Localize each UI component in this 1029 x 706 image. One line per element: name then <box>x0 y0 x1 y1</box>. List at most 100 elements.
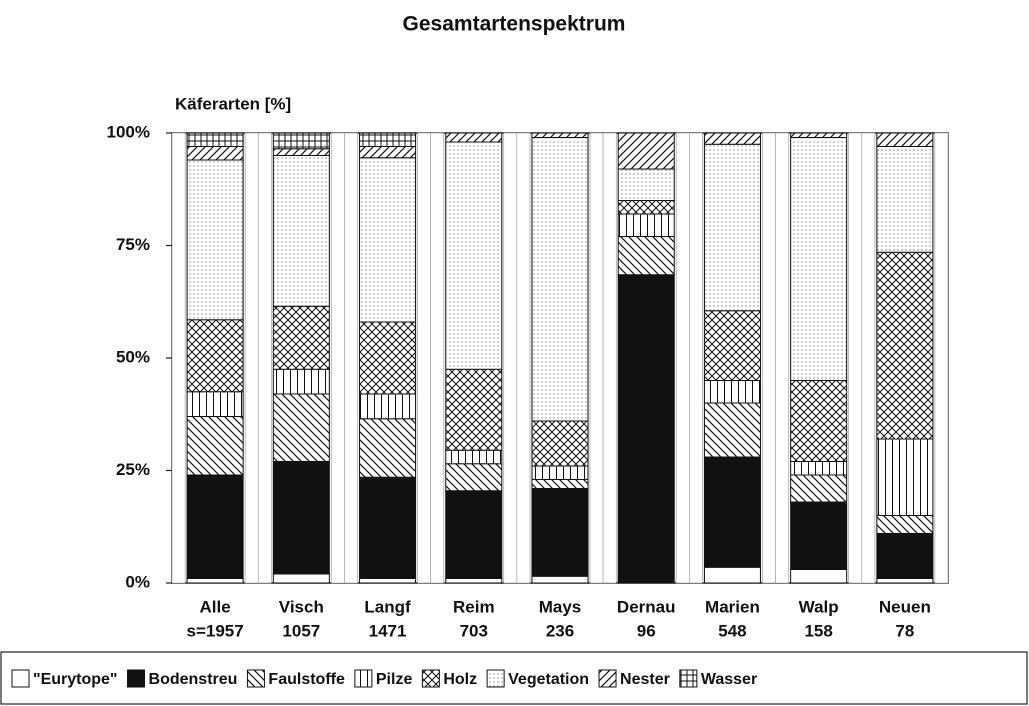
sample-label: 78 <box>895 621 914 640</box>
x-tick-label: Visch <box>279 597 324 616</box>
column-gap <box>775 132 789 584</box>
bar-segment <box>445 463 503 492</box>
bar-segment <box>703 402 761 458</box>
column-gap <box>344 132 358 584</box>
column-gap <box>934 132 949 584</box>
bar-segment <box>186 391 244 417</box>
bar-segment <box>186 159 244 321</box>
legend-label: Vegetation <box>508 671 589 688</box>
bar-segment <box>617 200 675 215</box>
column-gap <box>602 132 617 584</box>
sample-label: 236 <box>546 621 574 640</box>
column-gap <box>689 132 703 584</box>
bar-segment <box>876 533 934 579</box>
bar-segment <box>272 155 330 307</box>
bar-segment <box>531 465 589 480</box>
column-gap <box>257 132 272 584</box>
sample-label: 1057 <box>282 621 320 640</box>
bar-segment <box>445 490 503 579</box>
x-tick-label: Marien <box>705 597 760 616</box>
bar-segment <box>359 393 417 420</box>
bar-segment <box>445 449 503 465</box>
bar-segment <box>617 236 675 276</box>
bar-segment <box>186 132 244 147</box>
x-tick-label: Neuen <box>879 597 931 616</box>
bar-segment <box>186 146 244 161</box>
bar-segment <box>703 310 761 381</box>
y-axis-label: Käferarten [%] <box>175 94 291 113</box>
column-gap <box>430 132 445 584</box>
sample-label: 703 <box>460 621 488 640</box>
legend-label: Wasser <box>701 671 757 688</box>
bar-segment <box>703 456 761 568</box>
legend-swatch <box>679 669 698 688</box>
legend-label: "Eurytope" <box>33 671 118 688</box>
bar-segment <box>617 132 675 170</box>
y-tick-label: 50% <box>116 347 150 366</box>
bar-segment <box>876 578 934 584</box>
column-gap <box>589 132 604 584</box>
legend-label: Faulstoffe <box>268 671 345 688</box>
bar-segment <box>876 515 934 534</box>
y-tick-label: 100% <box>107 122 150 141</box>
bar-segment <box>703 380 761 404</box>
column-gap <box>171 132 186 584</box>
bar-segment <box>617 213 675 237</box>
column-gap <box>503 132 518 584</box>
bar-segment <box>359 157 417 323</box>
column-gap <box>516 132 531 584</box>
legend-label: Pilze <box>376 671 413 688</box>
column-gap <box>244 132 259 584</box>
y-tick-label: 75% <box>116 235 150 254</box>
bar-segment <box>359 132 417 147</box>
legend-swatch <box>486 669 505 688</box>
bar-segment <box>790 569 848 584</box>
bar-segment <box>445 141 503 370</box>
bar-segment <box>531 479 589 489</box>
legend-box <box>0 651 1028 705</box>
bar-segment <box>703 566 761 584</box>
bar-segment <box>790 132 848 138</box>
legend-swatch <box>127 669 146 688</box>
bar-segment <box>790 501 848 570</box>
bar-segment <box>186 416 244 476</box>
bar-segment <box>876 251 934 440</box>
bar-segment <box>531 420 589 467</box>
bar-segment <box>359 476 417 579</box>
bar-segment <box>272 305 330 370</box>
bar-segment <box>531 132 589 138</box>
bar-segment <box>186 578 244 584</box>
bar-segment <box>359 321 417 395</box>
y-tick-label: 25% <box>116 460 150 479</box>
x-tick-label: Dernau <box>617 597 676 616</box>
bar-segment <box>186 474 244 579</box>
bar-segment <box>445 132 503 143</box>
legend-label: Nester <box>620 671 670 688</box>
bar-segment <box>359 418 417 478</box>
bar-segment <box>272 132 330 150</box>
bar-segment <box>617 274 675 584</box>
x-tick-label: Reim <box>453 597 495 616</box>
bar-segment <box>617 168 675 201</box>
bar-segment <box>531 488 589 577</box>
legend-swatch <box>421 669 440 688</box>
bar-segment <box>272 368 330 395</box>
x-tick-label: Mays <box>539 597 582 616</box>
bar-segment <box>790 461 848 476</box>
bar-segment <box>186 319 244 393</box>
bar-segment <box>876 146 934 253</box>
x-tick-label: Walp <box>799 597 839 616</box>
x-tick-label: Langf <box>364 597 411 616</box>
column-gap <box>848 132 863 584</box>
sample-label: 158 <box>804 621 832 640</box>
bar-segment <box>790 380 848 462</box>
legend-swatch <box>598 669 617 688</box>
column-gap <box>762 132 776 584</box>
bar-segment <box>531 137 589 422</box>
legend-swatch <box>354 669 373 688</box>
sample-label: 548 <box>718 621 746 640</box>
column-gap <box>417 132 431 584</box>
bar-segment <box>272 573 330 584</box>
x-tick-label: Alle <box>200 597 231 616</box>
bar-segment <box>531 575 589 584</box>
